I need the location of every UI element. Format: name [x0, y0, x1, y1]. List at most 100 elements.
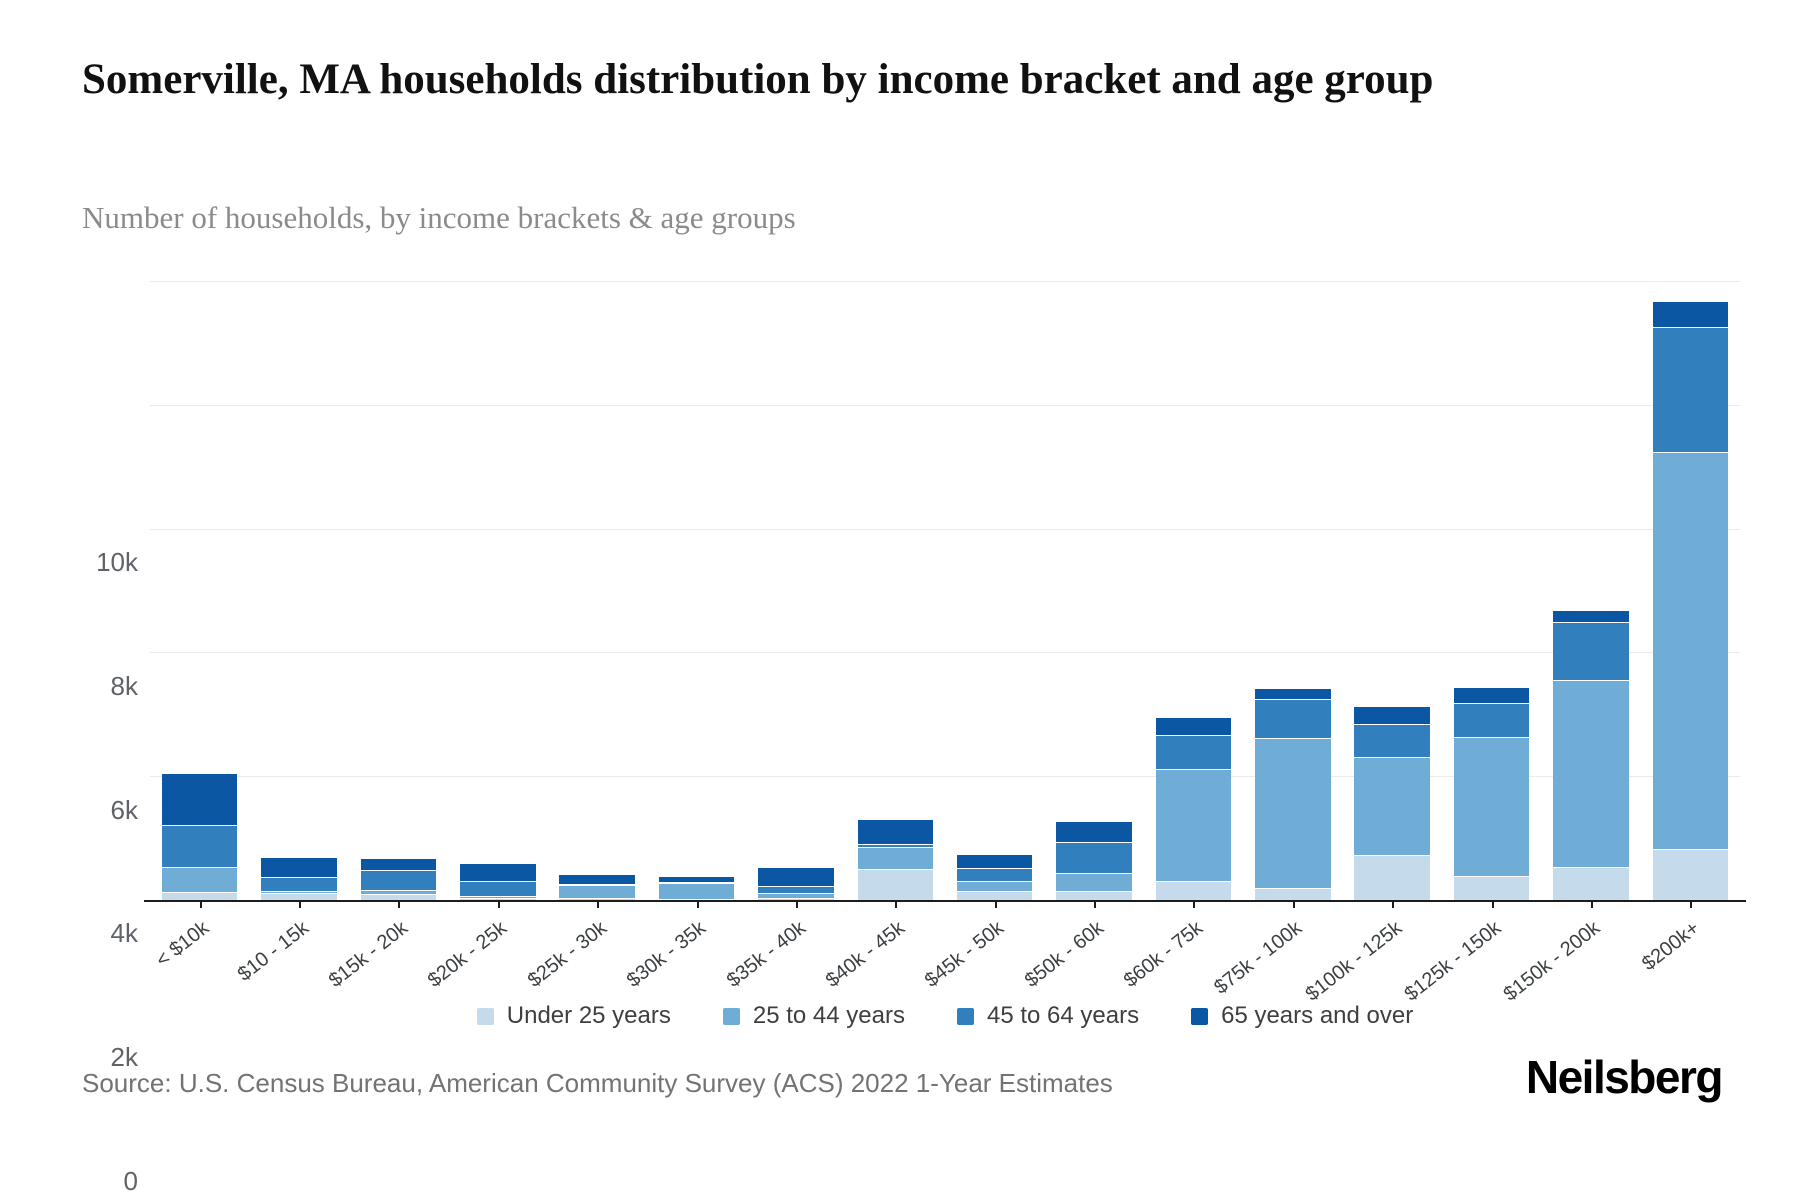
- x-axis-label: $15k - 20k: [324, 917, 412, 992]
- bar-segment-45-to-64-years: [758, 885, 834, 894]
- bar-segment-under-25-years: [360, 893, 437, 900]
- x-axis-label: $60k - 75k: [1119, 917, 1207, 992]
- bar-segment-25-to-44-years: [360, 890, 437, 894]
- bar-segment-25-to-44-years: [460, 895, 536, 898]
- x-axis-tick: [895, 902, 898, 908]
- gridline: [150, 404, 1740, 406]
- x-axis-line: [144, 900, 1746, 902]
- bar-segment-65-years-and-over: [1453, 687, 1530, 703]
- bar-segment-25-to-44-years: [758, 893, 834, 898]
- bar-segment-45-to-64-years: [658, 881, 735, 883]
- bar-segment-25-to-44-years: [1056, 873, 1132, 891]
- bar-segment-under-25-years: [1155, 881, 1232, 900]
- bar-segment-under-25-years: [857, 869, 934, 900]
- bar-segment-45-to-64-years: [1155, 735, 1232, 769]
- bar-segment-65-years-and-over: [460, 862, 536, 881]
- bar-stack: [1553, 609, 1629, 900]
- bar-segment-25-to-44-years: [1155, 768, 1232, 882]
- x-axis-label: $200k+: [1638, 917, 1704, 976]
- gridline: [150, 281, 1740, 282]
- bar-column: $20k - 25k: [424, 281, 547, 992]
- x-axis-label: < $10k: [151, 917, 214, 972]
- gridline: [150, 528, 1740, 530]
- bar-segment-45-to-64-years: [1553, 622, 1629, 681]
- bar-segment-45-to-64-years: [559, 884, 635, 886]
- x-axis-label: $40k - 45k: [821, 917, 909, 992]
- legend-item-under-25-years[interactable]: Under 25 years: [476, 1002, 671, 1030]
- legend-label: 65 years and over: [1221, 1002, 1414, 1029]
- bar-column: $75k - 100k: [1210, 281, 1342, 999]
- x-axis-tick: [597, 902, 600, 908]
- legend-item-25-to-44-years[interactable]: 25 to 44 years: [722, 1002, 905, 1030]
- bar-segment-under-25-years: [1453, 876, 1530, 900]
- chart-subtitle: Number of households, by income brackets…: [82, 200, 796, 235]
- bar-segment-65-years-and-over: [1652, 300, 1729, 327]
- bar-stack: [1056, 821, 1132, 900]
- legend-label: 45 to 64 years: [986, 1002, 1140, 1029]
- bar-segment-25-to-44-years: [1354, 757, 1430, 856]
- bar-segment-25-to-44-years: [261, 891, 337, 893]
- plot-area: 10k 8k 6k 4k 2k 0 < $10k $10 - 15k $15k - 20k $2…: [96, 281, 1746, 1196]
- legend-swatch: [722, 1007, 740, 1025]
- bar-segment-65-years-and-over: [758, 867, 834, 886]
- bar-segment-45-to-64-years: [857, 843, 934, 848]
- bar-column: $150k - 200k: [1500, 281, 1640, 1006]
- bar-segment-45-to-64-years: [360, 869, 437, 891]
- legend-item-45-to-64-years[interactable]: 45 to 64 years: [956, 1002, 1140, 1030]
- bar-column: $25k - 30k: [524, 281, 647, 992]
- bar-stack: [161, 772, 238, 900]
- bar-segment-45-to-64-years: [1255, 698, 1331, 738]
- bar-segment-25-to-44-years: [658, 882, 735, 899]
- legend-item-65-years-and-over[interactable]: 65 years and over: [1191, 1002, 1413, 1030]
- y-axis-tick-label: 6k: [110, 794, 138, 825]
- x-axis-label: $25k - 30k: [523, 917, 611, 992]
- bar-segment-65-years-and-over: [956, 853, 1033, 868]
- y-axis-tick-label: 0: [123, 1166, 138, 1196]
- x-axis-tick: [199, 902, 202, 908]
- bar-segment-under-25-years: [1354, 855, 1430, 900]
- bar-segment-65-years-and-over: [360, 858, 437, 870]
- bar-segment-under-25-years: [460, 897, 536, 900]
- bar-segment-45-to-64-years: [261, 877, 337, 892]
- bar-segment-under-25-years: [559, 897, 635, 900]
- x-axis-label: $100k - 125k: [1301, 917, 1406, 1006]
- bar-stack: [1155, 716, 1232, 900]
- bar-segment-under-25-years: [261, 892, 337, 900]
- bar-segment-25-to-44-years: [956, 880, 1033, 891]
- bar-segment-65-years-and-over: [1553, 609, 1629, 623]
- bar-stack: [758, 867, 834, 900]
- bar-column: $30k - 35k: [623, 281, 746, 992]
- bar-segment-25-to-44-years: [1553, 680, 1629, 867]
- bar-stack: [1652, 300, 1729, 900]
- source-note: Source: U.S. Census Bureau, American Com…: [82, 1068, 1113, 1098]
- x-axis-tick: [795, 902, 798, 908]
- x-axis-tick: [299, 902, 302, 908]
- x-axis-label: $20k - 25k: [424, 917, 512, 992]
- bar-segment-under-25-years: [1056, 890, 1132, 900]
- bar-columns: < $10k $10 - 15k $15k - 20k $20k - 25k $25k …: [150, 281, 1740, 1006]
- bar-segment-65-years-and-over: [857, 818, 934, 844]
- legend-swatch: [1191, 1007, 1209, 1025]
- gridline: [150, 652, 1740, 654]
- bar-segment-under-25-years: [758, 897, 834, 900]
- x-axis-tick: [1392, 902, 1395, 908]
- bar-segment-45-to-64-years: [1453, 702, 1530, 738]
- bar-column: $125k - 150k: [1400, 281, 1541, 1006]
- bar-stack: [261, 857, 337, 900]
- x-axis-tick: [1491, 902, 1494, 908]
- bar-segment-65-years-and-over: [1354, 706, 1430, 725]
- bar-segment-65-years-and-over: [559, 873, 635, 885]
- bar-stack: [1354, 706, 1430, 900]
- bar-stack: [559, 873, 635, 900]
- chart-title: Somerville, MA households distribution b…: [82, 56, 1434, 103]
- neilsberg-logo[interactable]: Neilsberg: [1525, 1051, 1724, 1103]
- x-axis-tick: [994, 902, 997, 908]
- x-axis-tick: [1094, 902, 1097, 908]
- bar-segment-45-to-64-years: [956, 867, 1033, 881]
- bar-segment-65-years-and-over: [1155, 716, 1232, 736]
- bar-column: $60k - 75k: [1120, 281, 1243, 992]
- bar-stack: [460, 862, 536, 900]
- bar-segment-under-25-years: [658, 898, 735, 900]
- bar-segment-under-25-years: [161, 892, 238, 900]
